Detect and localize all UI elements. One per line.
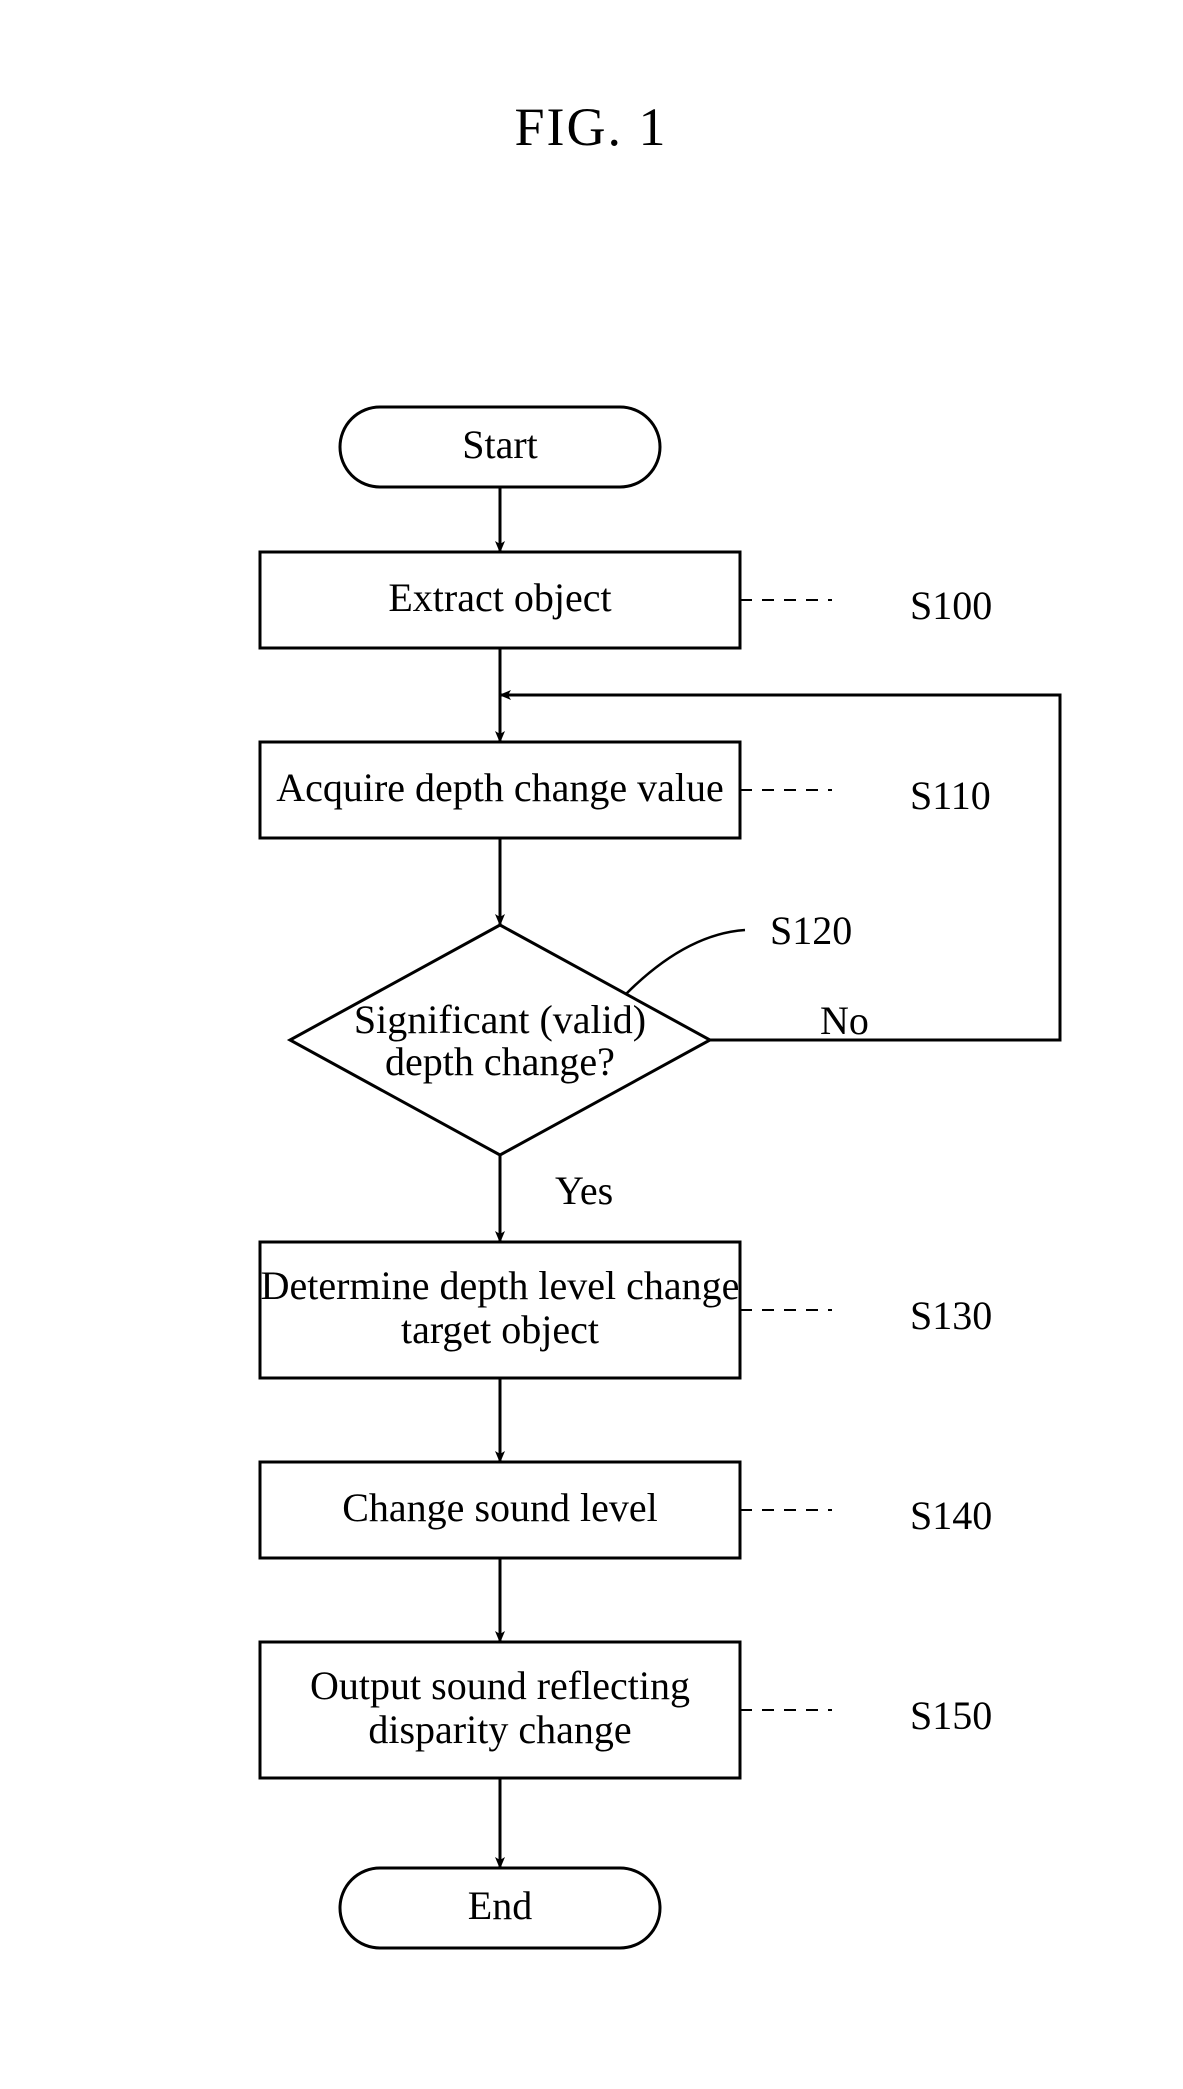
step-tag-s140: S140 xyxy=(910,1493,992,1538)
process-s130-line2: target object xyxy=(401,1307,599,1352)
step-tag-s110: S110 xyxy=(910,773,991,818)
step-tag-s150: S150 xyxy=(910,1693,992,1738)
edge-label-yes: Yes xyxy=(555,1168,613,1213)
leader-s120 xyxy=(626,930,745,994)
process-s110-label: Acquire depth change value xyxy=(276,765,724,810)
process-s100-label: Extract object xyxy=(388,575,611,620)
figure-title: FIG. 1 xyxy=(514,97,667,157)
page: { "figure": { "title": "FIG. 1", "title_… xyxy=(0,0,1183,2089)
start-label: Start xyxy=(462,422,538,467)
process-s150-line2: disparity change xyxy=(368,1707,631,1752)
edge-label-no: No xyxy=(820,998,869,1043)
decision-line2: depth change? xyxy=(385,1039,615,1084)
process-s130-line1: Determine depth level change xyxy=(261,1263,740,1308)
step-tag-s130: S130 xyxy=(910,1293,992,1338)
process-s140-label: Change sound level xyxy=(342,1485,658,1530)
step-tag-s120: S120 xyxy=(770,908,852,953)
decision-line1: Significant (valid) xyxy=(354,997,646,1042)
step-tag-s100: S100 xyxy=(910,583,992,628)
flowchart-svg: FIG. 1 Start End Extract object Acquire dep… xyxy=(0,0,1183,2089)
end-label: End xyxy=(468,1883,532,1928)
process-s150-line1: Output sound reflecting xyxy=(310,1663,690,1708)
